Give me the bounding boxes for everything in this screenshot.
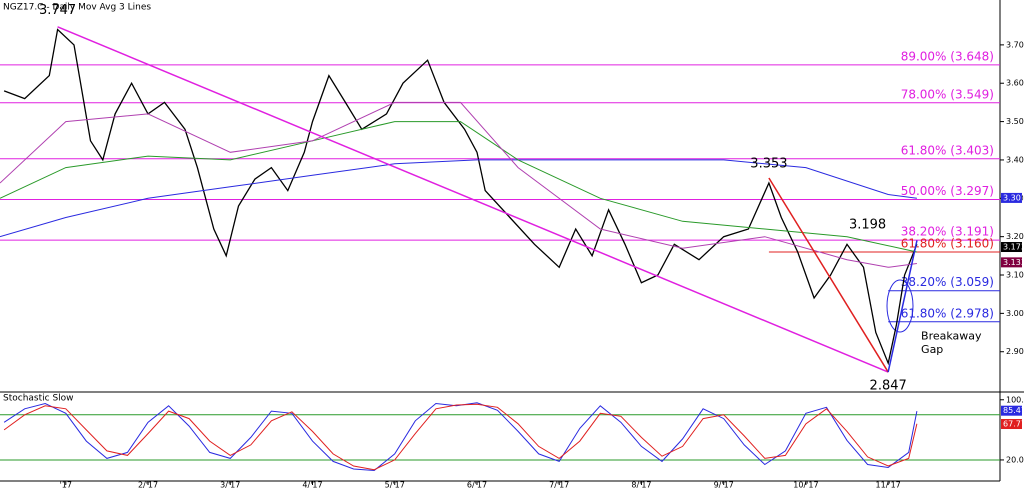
annotation: 2.847 xyxy=(870,379,907,394)
price-tag-label: 67.77 xyxy=(1003,420,1024,429)
series-line xyxy=(3,28,918,366)
fib-label: 38.20% (3.191) xyxy=(901,225,994,239)
price-tag xyxy=(1001,419,1022,430)
gap-ellipse xyxy=(886,279,914,333)
price-tag xyxy=(1001,257,1022,268)
y-tick-label: 2.900 xyxy=(1006,347,1024,356)
y-tick-label: 3.200 xyxy=(1006,232,1024,241)
fib-label: 61.80% (3.160) xyxy=(901,237,994,251)
panel-title: Stochastic Slow xyxy=(3,394,74,404)
y-tick-label: 3.500 xyxy=(1006,117,1024,126)
price-tag-label: 85.47 xyxy=(1003,406,1024,415)
price-tag-label: 3.301 xyxy=(1003,193,1024,202)
trendline xyxy=(57,26,889,373)
x-tick-label: 5/'17 xyxy=(385,481,405,489)
fib-label: 89.00% (3.648) xyxy=(901,49,994,63)
x-tick-label: 10/'17 xyxy=(793,481,818,489)
x-tick-label: 7/'17 xyxy=(549,481,569,489)
chart-title: NGZ17.C - Daily Mov Avg 3 Lines xyxy=(3,3,151,13)
x-tick-label: 9/'17 xyxy=(714,481,734,489)
price-tag-label: 3.173 xyxy=(1003,243,1024,252)
fib-label: 61.80% (2.978) xyxy=(901,306,994,320)
annotation: 3.747 xyxy=(39,3,76,18)
price-tag xyxy=(1001,242,1022,253)
x-tick-label: 2/'17 xyxy=(138,481,158,489)
trendline xyxy=(768,177,889,373)
annotation: Breakaway xyxy=(921,329,982,342)
annotation: 3.198 xyxy=(849,218,886,233)
series-line xyxy=(0,159,917,238)
y-tick-label: 3.000 xyxy=(1006,309,1024,318)
x-tick-label: 4/'17 xyxy=(302,481,322,489)
price-tag-label: 3.133 xyxy=(1003,258,1024,267)
series-line xyxy=(0,101,917,268)
series-line xyxy=(3,403,918,471)
y-tick-label: 20.00 xyxy=(1006,455,1024,464)
trendline xyxy=(887,240,918,373)
x-tick-label: '17 xyxy=(60,481,72,489)
price-tag xyxy=(1001,405,1022,416)
y-tick-label: 3.400 xyxy=(1006,155,1024,164)
y-tick-label: 3.600 xyxy=(1006,79,1024,88)
annotation: 3.353 xyxy=(750,156,787,171)
series-line xyxy=(0,121,918,253)
y-tick-label: 100.00 xyxy=(1006,395,1024,404)
y-tick-label: 3.700 xyxy=(1006,40,1024,49)
x-tick-label: 8/'17 xyxy=(631,481,651,489)
x-tick-label: 3/'17 xyxy=(220,481,240,489)
annotation: Gap xyxy=(921,343,943,356)
fib-label: 50.00% (3.297) xyxy=(901,184,994,198)
fib-label: 61.80% (3.403) xyxy=(901,143,994,157)
x-tick-label: 11/'17 xyxy=(876,481,901,489)
y-tick-label: 3.100 xyxy=(1006,271,1024,280)
fib-label: 38.20% (3.059) xyxy=(901,275,994,289)
x-tick-label: 6/'17 xyxy=(467,481,487,489)
fib-label: 78.00% (3.549) xyxy=(901,87,994,101)
price-tag xyxy=(1001,192,1022,203)
